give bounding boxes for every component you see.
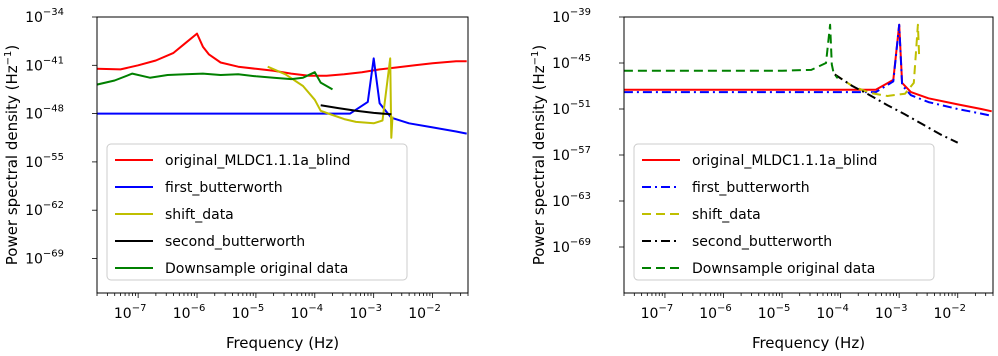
legend-label: Downsample original data bbox=[165, 261, 348, 277]
y-tick-label: 10−69 bbox=[552, 237, 591, 256]
legend-label: second_butterworth bbox=[165, 234, 305, 250]
series-line-1 bbox=[97, 32, 467, 77]
series-line-5 bbox=[624, 23, 839, 79]
legend-box bbox=[633, 143, 935, 281]
x-tick-label: 10−2 bbox=[933, 303, 966, 322]
y-tick-label: 10−41 bbox=[25, 55, 64, 74]
series-line-2 bbox=[97, 57, 467, 135]
legend-label: original_MLDC1.1.1a_blind bbox=[165, 153, 350, 169]
x-axis: 10−7 10−6 10−5 10−4 10−3 10−2 bbox=[96, 293, 469, 322]
legend: original_MLDC1.1.1a_blind first_butterwor… bbox=[633, 143, 935, 281]
series-line-5 bbox=[97, 71, 333, 91]
y-tick-label: 10−57 bbox=[552, 145, 591, 164]
y-tick-label: 10−63 bbox=[552, 191, 591, 210]
series-line-4 bbox=[834, 73, 959, 144]
series-line-1 bbox=[624, 23, 992, 113]
x-tick-label: 10−6 bbox=[699, 303, 732, 322]
x-tick-label: 10−3 bbox=[349, 303, 382, 322]
legend-label: original_MLDC1.1.1a_blind bbox=[692, 153, 877, 169]
x-tick-label: 10−5 bbox=[232, 303, 265, 322]
legend-label: Downsample original data bbox=[692, 261, 875, 277]
y-tick-label: 10−39 bbox=[552, 7, 591, 26]
legend-label: second_butterworth bbox=[692, 234, 832, 250]
x-tick-label: 10−2 bbox=[408, 303, 441, 322]
x-tick-label: 10−6 bbox=[173, 303, 206, 322]
plot-frame bbox=[96, 16, 469, 294]
x-tick-label: 10−4 bbox=[816, 303, 849, 322]
legend-box bbox=[106, 143, 408, 281]
chart-panel-left: 10−7 10−6 10−5 10−4 10−3 10−210−3410−4110−481… bbox=[3, 7, 469, 352]
series-line-3 bbox=[834, 23, 921, 97]
y-axis-title: Power spectral density (Hz−1) bbox=[3, 45, 21, 266]
legend-label: shift_data bbox=[692, 207, 761, 223]
y-axis: 10−39 10−45 10−51 10−57 10−63 10−69 bbox=[552, 7, 624, 256]
y-tick-label: 10−34 bbox=[25, 7, 64, 26]
plot-area bbox=[97, 32, 467, 139]
x-axis-title: Frequency (Hz) bbox=[226, 334, 339, 352]
legend: original_MLDC1.1.1a_blind first_butterwor… bbox=[106, 143, 408, 281]
x-axis: 10−7 10−6 10−5 10−4 10−3 10−2 bbox=[623, 293, 994, 322]
y-tick-label: 10−45 bbox=[552, 53, 591, 72]
y-axis-title: Power spectral density (Hz−1) bbox=[530, 45, 548, 266]
y-tick-label: 10−62 bbox=[25, 200, 64, 219]
y-tick-label: 10−69 bbox=[25, 249, 64, 268]
plot-area bbox=[624, 23, 992, 144]
y-axis: 10−34 10−41 10−48 10−55 10−62 10−69 bbox=[25, 7, 97, 268]
x-tick-label: 10−7 bbox=[641, 303, 674, 322]
x-axis-title: Frequency (Hz) bbox=[752, 334, 865, 352]
x-tick-label: 10−5 bbox=[758, 303, 791, 322]
legend-label: first_butterworth bbox=[165, 180, 283, 196]
y-tick-label: 10−48 bbox=[25, 104, 64, 123]
series-line-4 bbox=[320, 104, 392, 116]
y-tick-label: 10−51 bbox=[552, 99, 591, 118]
series-line-3 bbox=[267, 57, 394, 139]
x-tick-label: 10−3 bbox=[875, 303, 908, 322]
x-tick-label: 10−4 bbox=[291, 303, 324, 322]
series-line-2 bbox=[624, 23, 992, 117]
chart-panel-right: 10−7 10−6 10−5 10−4 10−3 10−210−3910−4510−511… bbox=[530, 7, 994, 352]
legend-label: shift_data bbox=[165, 207, 234, 223]
y-tick-label: 10−55 bbox=[25, 152, 64, 171]
x-tick-label: 10−7 bbox=[114, 303, 147, 322]
legend-label: first_butterworth bbox=[692, 180, 810, 196]
